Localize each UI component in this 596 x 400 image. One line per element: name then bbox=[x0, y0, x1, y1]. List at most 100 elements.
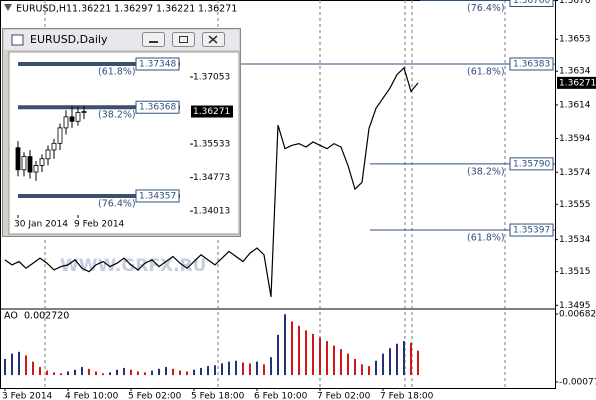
ao-bar bbox=[18, 351, 20, 376]
current-price-box bbox=[191, 105, 233, 118]
y-tick-label: 1.3495 bbox=[559, 301, 591, 311]
ao-bar bbox=[382, 353, 384, 376]
x-tick-label: 5 Feb 18:00 bbox=[191, 392, 245, 400]
ao-bar bbox=[4, 358, 6, 376]
fib-percent: (38.2%) bbox=[98, 110, 136, 121]
ao-title: AO bbox=[4, 311, 18, 322]
ao-bar bbox=[144, 372, 146, 376]
candle-body bbox=[63, 116, 69, 129]
ao-bar bbox=[368, 366, 370, 376]
fib-price-box bbox=[509, 57, 554, 71]
ao-bar bbox=[361, 364, 363, 376]
close-glyph bbox=[208, 35, 218, 44]
fib-price-box bbox=[509, 0, 554, 8]
fib-percent: (76.4%) bbox=[98, 198, 136, 209]
y-tick-label: 1.3574 bbox=[559, 168, 591, 178]
fib-price-box bbox=[509, 157, 554, 171]
ao-bar bbox=[389, 348, 391, 376]
daily-plot-area bbox=[8, 51, 240, 235]
x-tick-label: 3 Feb 2014 bbox=[2, 392, 53, 400]
restore-button[interactable] bbox=[172, 32, 195, 47]
window-title: EURUSD,Daily bbox=[30, 33, 108, 46]
x-tick-label: 30 Jan 2014 bbox=[14, 220, 68, 230]
ao-bar bbox=[410, 342, 412, 376]
ao-bar bbox=[207, 366, 209, 376]
ao-bar bbox=[326, 341, 328, 376]
ao-bar bbox=[298, 325, 300, 376]
x-tick-label: 7 Feb 02:00 bbox=[317, 392, 371, 400]
ao-bar bbox=[417, 350, 419, 376]
x-tick-label: 6 Feb 10:00 bbox=[254, 392, 308, 400]
ao-bar bbox=[137, 371, 139, 376]
candle-body bbox=[69, 116, 75, 122]
ao-bar bbox=[109, 372, 111, 376]
current-price: 1.36271 bbox=[193, 107, 230, 117]
ao-bar bbox=[186, 371, 188, 376]
y-tick-label: 0.006827 bbox=[559, 310, 596, 320]
candle-body bbox=[33, 165, 39, 173]
fib-percent: (61.8%) bbox=[467, 233, 505, 244]
daily-window[interactable]: EURUSD,Daily 1.37053 1.35533 1.34773 1.3401… bbox=[2, 28, 241, 237]
ao-bar bbox=[67, 371, 69, 376]
y-tick-label: 1.3653 bbox=[559, 35, 591, 45]
close-button[interactable] bbox=[202, 32, 225, 47]
quote-value: 1.36297 bbox=[114, 4, 153, 15]
ao-bar bbox=[347, 353, 349, 376]
fib-price-box bbox=[135, 189, 180, 203]
candle-body bbox=[15, 147, 21, 171]
y-tick-label: 1.34013 bbox=[193, 207, 230, 217]
ao-bar bbox=[305, 330, 307, 376]
fib-percent: (61.8%) bbox=[467, 66, 505, 77]
ao-bar bbox=[60, 373, 62, 376]
ao-bar bbox=[396, 343, 398, 376]
ao-bar bbox=[200, 367, 202, 376]
ao-bar bbox=[193, 369, 195, 376]
ao-bar bbox=[123, 367, 125, 376]
ao-bar bbox=[151, 370, 153, 376]
ao-bar bbox=[354, 358, 356, 376]
restore-glyph bbox=[179, 36, 188, 43]
y-tick-label: 1.3634 bbox=[559, 67, 591, 77]
current-price-box bbox=[557, 76, 596, 89]
chart-title: EURUSD,H1 bbox=[16, 4, 72, 15]
ao-bar bbox=[32, 361, 34, 376]
candle-body bbox=[57, 127, 63, 144]
ao-bar bbox=[319, 337, 321, 376]
minimize-button[interactable] bbox=[142, 32, 165, 47]
y-tick-label: 1.34773 bbox=[193, 173, 230, 183]
fib-percent: (76.4%) bbox=[467, 3, 505, 14]
x-tick-label: 4 Feb 10:00 bbox=[65, 392, 119, 400]
y-tick-label: 1.3534 bbox=[559, 235, 591, 245]
y-tick-label: 1.3594 bbox=[559, 134, 591, 144]
ao-bar bbox=[214, 365, 216, 376]
fib-price-box bbox=[135, 57, 180, 71]
candle-body bbox=[45, 149, 51, 160]
fib-percent: (61.8%) bbox=[98, 67, 136, 78]
fib-price: 1.35790 bbox=[513, 159, 550, 169]
ao-bar bbox=[46, 370, 48, 376]
fib-percent: (38.2%) bbox=[467, 166, 505, 177]
ao-bar bbox=[284, 314, 286, 376]
fib-price: 1.37348 bbox=[139, 60, 176, 70]
ao-bar bbox=[53, 372, 55, 376]
current-price: 1.36271 bbox=[559, 78, 596, 88]
candle-body bbox=[75, 112, 81, 122]
price-line bbox=[4, 66, 419, 297]
fib-price: 1.34357 bbox=[139, 191, 176, 201]
y-tick-label: 1.3515 bbox=[559, 267, 591, 277]
candle-body bbox=[81, 111, 87, 113]
ao-bar bbox=[263, 364, 265, 376]
ao-bar bbox=[88, 368, 90, 376]
ao-bar bbox=[116, 369, 118, 376]
ao-bar bbox=[291, 321, 293, 376]
x-tick-label: 9 Feb 2014 bbox=[74, 220, 125, 230]
fib-price: 1.36368 bbox=[139, 103, 176, 113]
ao-bar bbox=[165, 367, 167, 376]
candle-body bbox=[39, 158, 45, 166]
ao-bar bbox=[256, 361, 258, 376]
ao-bar bbox=[158, 368, 160, 376]
window-icon bbox=[11, 34, 24, 46]
ao-bar bbox=[242, 362, 244, 376]
y-tick-label: -0.000775 bbox=[559, 378, 596, 388]
